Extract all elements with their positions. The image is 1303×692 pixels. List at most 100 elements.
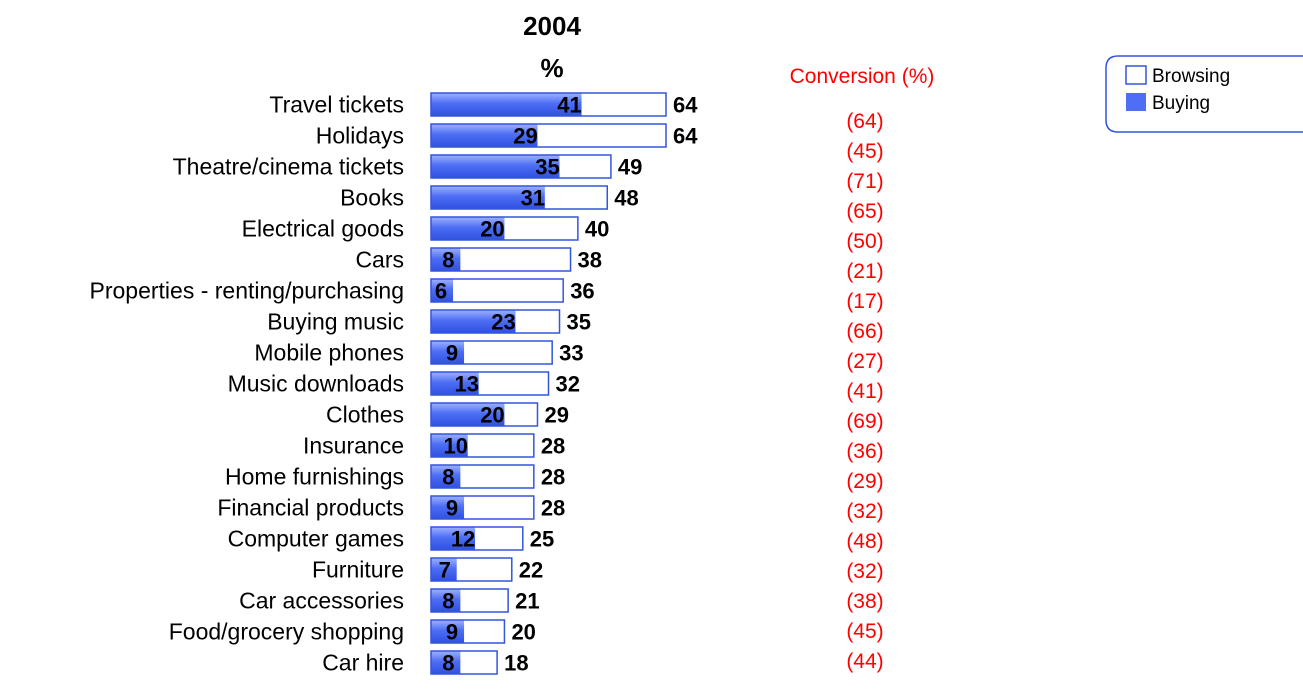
- conversion-value: (29): [846, 470, 883, 493]
- browsing-value-label: 21: [515, 589, 539, 614]
- conversion-value: (41): [846, 380, 883, 403]
- browsing-value-label: 35: [567, 310, 591, 335]
- category-label: Travel tickets: [269, 92, 404, 118]
- browsing-bar: [430, 92, 667, 117]
- category-label: Electrical goods: [242, 216, 404, 242]
- buying-bar: [431, 217, 505, 240]
- conversion-header: Conversion (%): [790, 65, 935, 88]
- browsing-value-label: 20: [511, 620, 535, 645]
- category-label: Food/grocery shopping: [169, 619, 404, 645]
- conversion-value: (32): [846, 500, 883, 523]
- buying-value-label: 6: [435, 279, 447, 304]
- category-label: Cars: [355, 247, 404, 273]
- buying-bar: [431, 124, 538, 147]
- legend: Browsing Buying: [1105, 55, 1303, 133]
- buying-value-label: 20: [480, 403, 504, 428]
- buying-value-label: 35: [535, 155, 559, 180]
- browsing-value-label: 40: [585, 217, 609, 242]
- category-label: Furniture: [312, 557, 404, 583]
- buying-value-label: 9: [446, 341, 458, 366]
- buying-value-label: 31: [521, 186, 545, 211]
- category-label: Theatre/cinema tickets: [173, 154, 404, 180]
- buying-bar: [431, 93, 582, 116]
- category-label: Car accessories: [239, 588, 404, 614]
- browsing-bar: [430, 247, 572, 272]
- buying-bar: [431, 527, 476, 550]
- browsing-bar: [430, 557, 513, 582]
- category-label: Mobile phones: [254, 340, 404, 366]
- conversion-value: (66): [846, 320, 883, 343]
- browsing-value-label: 64: [673, 93, 698, 118]
- browsing-value-label: 33: [559, 341, 583, 366]
- buying-bar: [431, 558, 457, 581]
- browsing-bar: [430, 433, 535, 458]
- buying-bar: [431, 589, 461, 612]
- legend-buying-swatch: [1126, 93, 1146, 111]
- conversion-value: (45): [846, 140, 883, 163]
- browsing-value-label: 64: [673, 124, 698, 149]
- buying-bar: [431, 403, 505, 426]
- buying-bar: [431, 310, 516, 333]
- conversion-value: (64): [846, 110, 883, 133]
- browsing-bar: [430, 216, 579, 241]
- buying-value-label: 41: [557, 93, 581, 118]
- legend-browsing-swatch: [1125, 65, 1147, 85]
- browsing-bar: [430, 464, 535, 489]
- browsing-value-label: 29: [544, 403, 568, 428]
- buying-value-label: 8: [442, 651, 454, 676]
- buying-bar: [431, 186, 545, 209]
- category-label: Car hire: [322, 650, 404, 676]
- conversion-value: (38): [846, 590, 883, 613]
- browsing-value-label: 22: [519, 558, 543, 583]
- browsing-value-label: 49: [618, 155, 642, 180]
- buying-value-label: 13: [454, 372, 478, 397]
- conversion-value: (65): [846, 200, 883, 223]
- buying-value-label: 29: [513, 124, 537, 149]
- browsing-bar: [430, 123, 667, 148]
- conversion-value: (36): [846, 440, 883, 463]
- buying-value-label: 8: [442, 589, 454, 614]
- conversion-value: (45): [846, 620, 883, 643]
- buying-bar: [431, 248, 461, 271]
- conversion-value: (69): [846, 410, 883, 433]
- browsing-bar: [430, 185, 608, 210]
- browsing-bar: [430, 495, 535, 520]
- category-label: Computer games: [228, 526, 404, 552]
- buying-value-label: 9: [446, 620, 458, 645]
- buying-bar: [431, 155, 560, 178]
- buying-bar: [431, 465, 461, 488]
- buying-bar: [431, 434, 468, 457]
- conversion-value: (44): [846, 650, 883, 673]
- category-label: Clothes: [326, 402, 404, 428]
- conversion-value: (71): [846, 170, 883, 193]
- browsing-bar: [430, 154, 612, 179]
- legend-browsing-label: Browsing: [1152, 66, 1230, 87]
- category-label: Financial products: [217, 495, 404, 521]
- conversion-value: (48): [846, 530, 883, 553]
- buying-bar: [431, 620, 465, 643]
- category-label: Music downloads: [228, 371, 404, 397]
- category-label: Properties - renting/purchasing: [90, 278, 405, 304]
- browsing-value-label: 48: [614, 186, 638, 211]
- buying-value-label: 7: [439, 558, 451, 583]
- buying-bar: [431, 341, 465, 364]
- browsing-bar: [430, 402, 539, 427]
- buying-value-label: 12: [451, 527, 475, 552]
- browsing-bar: [430, 526, 524, 551]
- conversion-value: (50): [846, 230, 883, 253]
- buying-bar: [431, 496, 465, 519]
- conversion-value: (27): [846, 350, 883, 373]
- browsing-bar: [430, 278, 564, 303]
- browsing-value-label: 25: [530, 527, 554, 552]
- category-label: Insurance: [303, 433, 404, 459]
- conversion-value: (17): [846, 290, 883, 313]
- browsing-bar: [430, 340, 553, 365]
- browsing-bar: [430, 309, 561, 334]
- buying-value-label: 9: [446, 496, 458, 521]
- buying-bar: [431, 279, 454, 302]
- category-label: Home furnishings: [225, 464, 404, 490]
- conversion-value: (21): [846, 260, 883, 283]
- chart-subtitle: %: [540, 53, 563, 83]
- browsing-value-label: 18: [504, 651, 528, 676]
- browsing-bar: [430, 588, 509, 613]
